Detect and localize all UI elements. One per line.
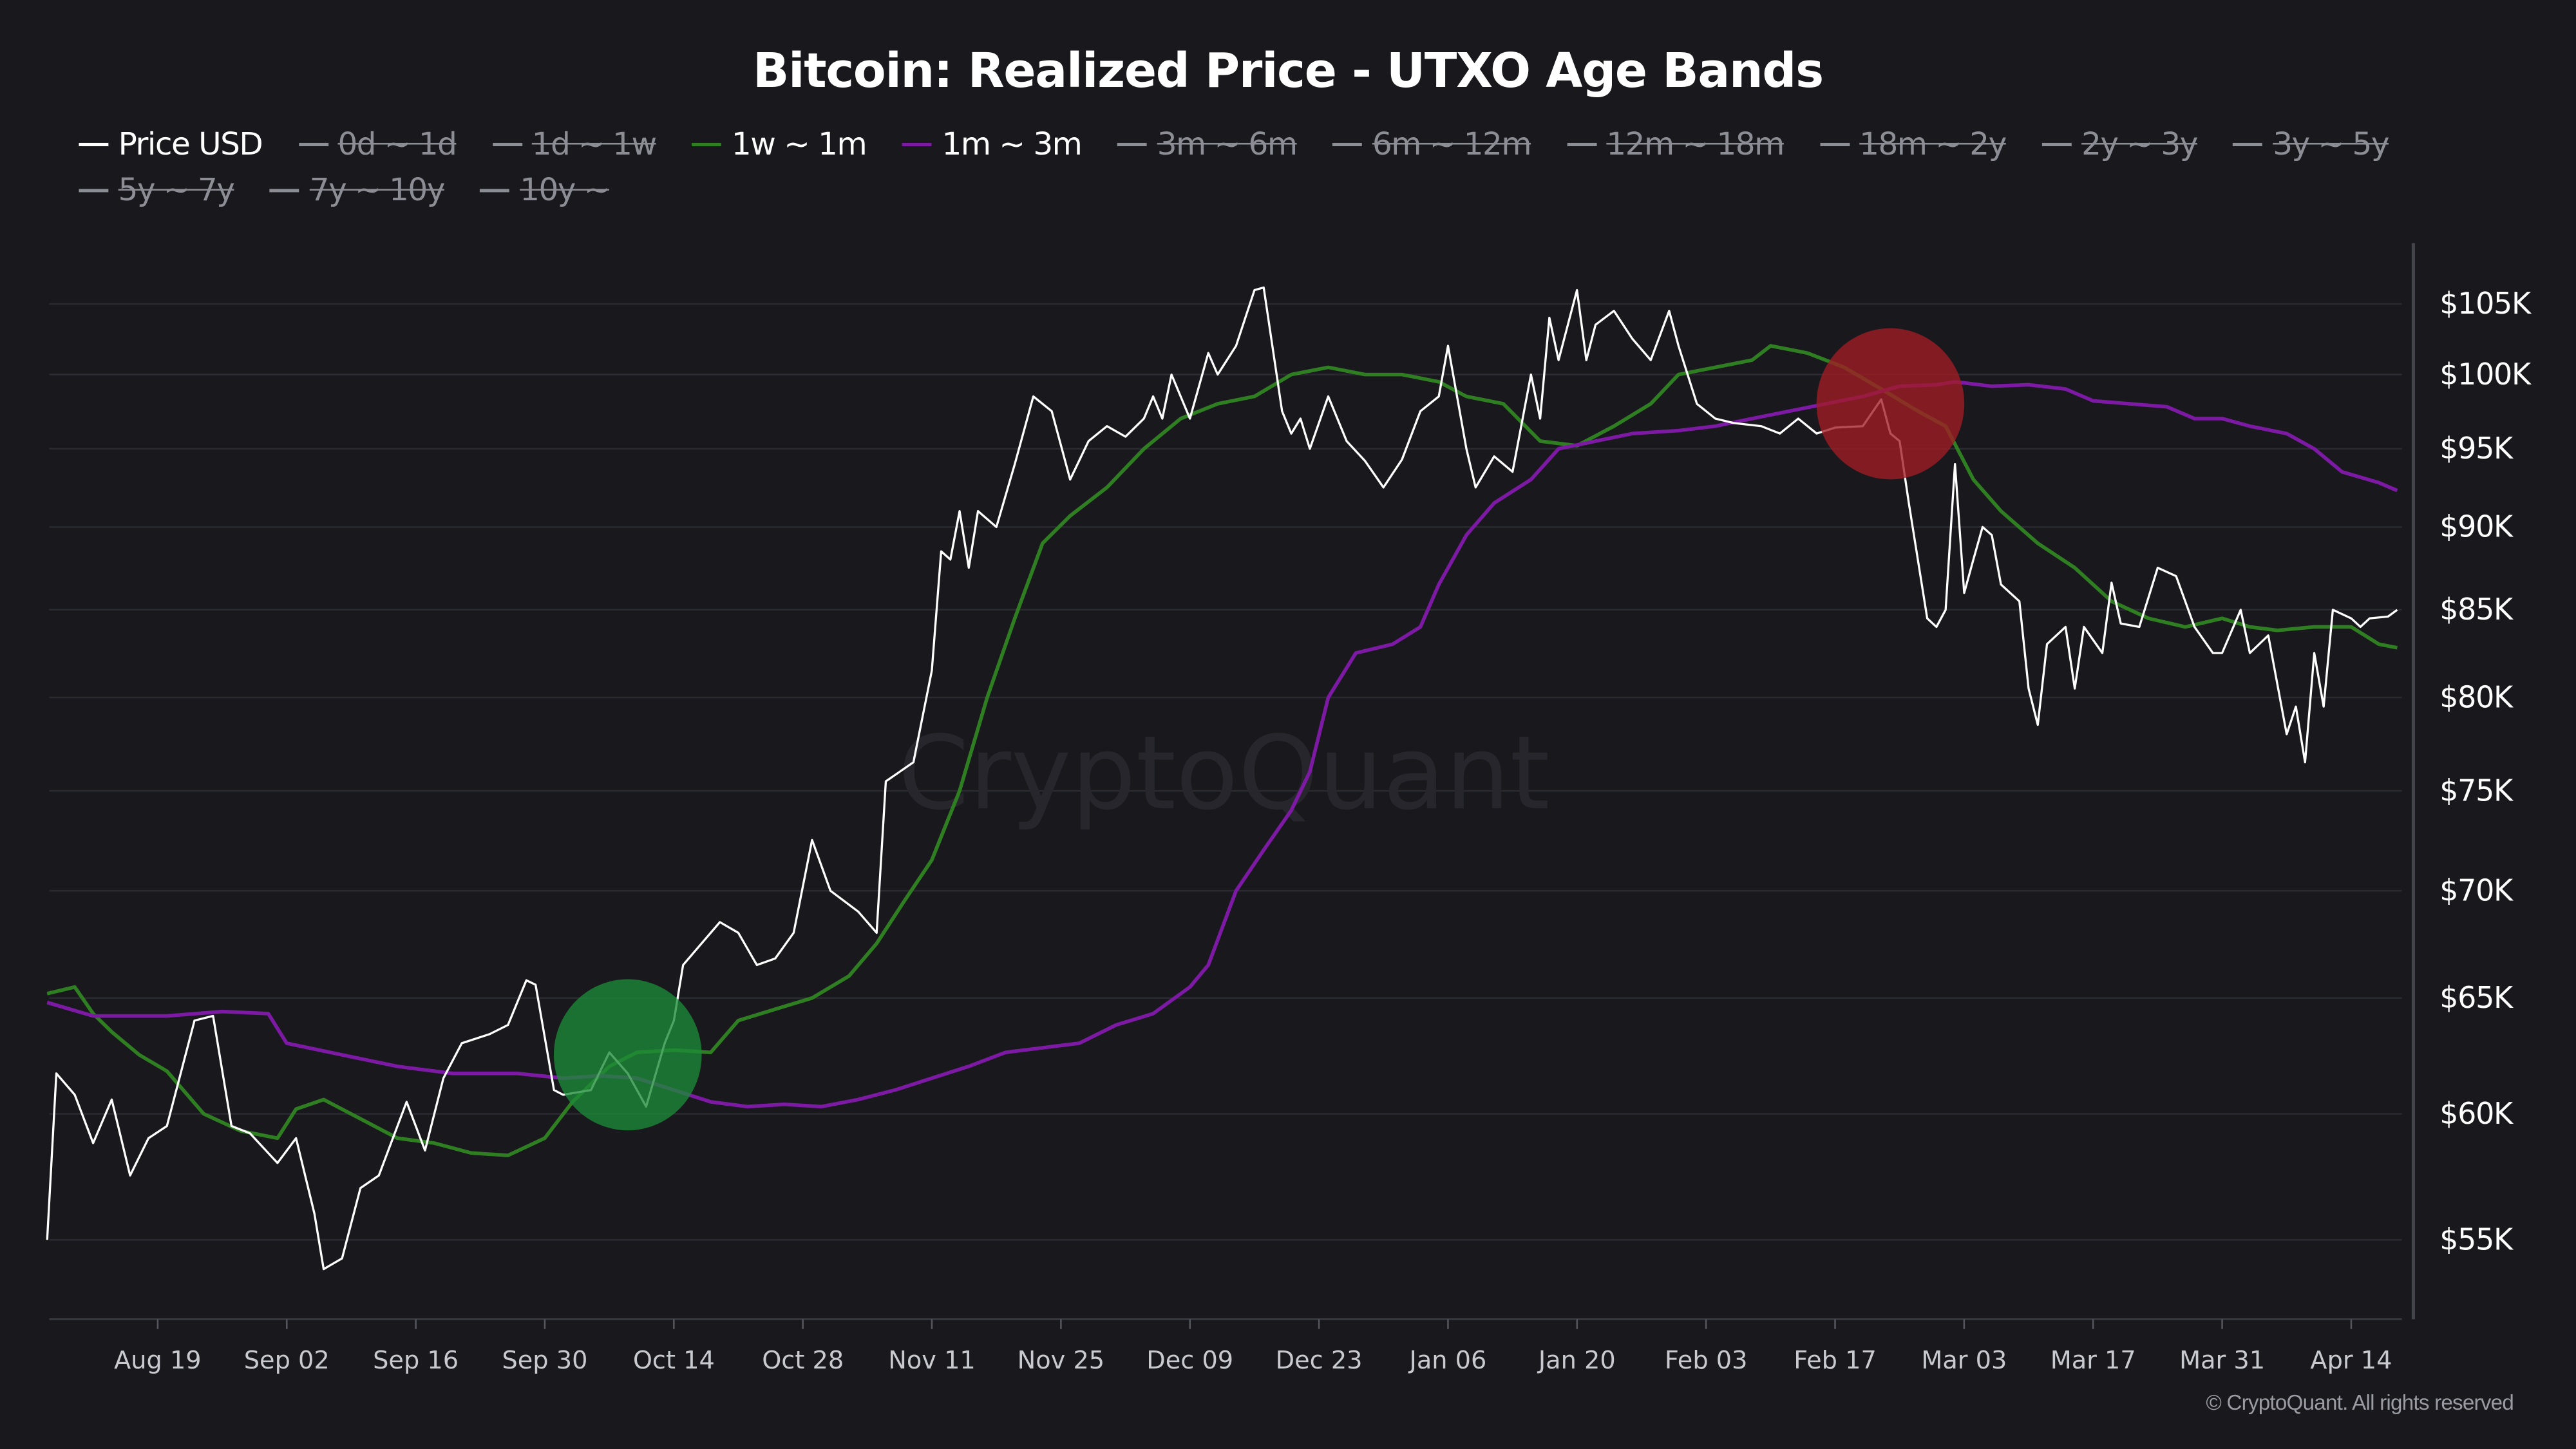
x-tick-label: Dec 09 (1146, 1346, 1233, 1375)
legend-swatch (1332, 142, 1363, 147)
legend-item-2y-3y[interactable]: 2y ~ 3y (2041, 125, 2198, 164)
legend-label: 2y ~ 3y (2081, 126, 2198, 163)
legend-swatch (79, 142, 109, 147)
legend-swatch (492, 142, 522, 147)
y-tick-label: $95K (2439, 431, 2514, 466)
legend-item-price-usd[interactable]: Price USD (79, 125, 263, 164)
legend-swatch (2233, 142, 2263, 147)
legend-label: 3y ~ 5y (2273, 126, 2389, 163)
y-tick-label: $85K (2439, 592, 2514, 627)
chart-title: Bitcoin: Realized Price - UTXO Age Bands (753, 43, 1824, 99)
x-tick-label: Oct 28 (762, 1346, 844, 1375)
series-line-1w-1m (46, 344, 2398, 1157)
legend-swatch (1567, 142, 1597, 147)
legend-item-12m-18m[interactable]: 12m ~ 18m (1567, 125, 1785, 164)
legend-item-1d-1w[interactable]: 1d ~ 1w (492, 125, 657, 164)
legend-item-1m-3m[interactable]: 1m ~ 3m (902, 125, 1083, 164)
legend-swatch (298, 142, 328, 147)
x-tick-label: Apr 14 (2310, 1346, 2392, 1375)
legend-swatch (902, 142, 933, 147)
x-tick-label: Aug 19 (114, 1346, 202, 1375)
legend-label: 1w ~ 1m (731, 126, 867, 163)
x-tick-label: Oct 14 (633, 1346, 715, 1375)
legend-swatch (692, 142, 722, 147)
legend-item-10y[interactable]: 10y ~ (480, 171, 610, 210)
y-tick-label: $60K (2439, 1096, 2514, 1131)
x-tick-label: Nov 25 (1018, 1346, 1104, 1375)
legend-item-3y-5y[interactable]: 3y ~ 5y (2233, 125, 2390, 164)
legend-label: 1m ~ 3m (942, 126, 1083, 163)
y-tick-label: $100K (2439, 357, 2532, 392)
legend-swatch (2041, 142, 2072, 147)
x-tick-label: Mar 31 (2179, 1346, 2265, 1375)
x-tick-label: Mar 17 (2050, 1346, 2136, 1375)
x-tick-label: Sep 30 (502, 1346, 587, 1375)
legend-swatch (1819, 142, 1850, 147)
y-tick-label: $55K (2439, 1222, 2514, 1256)
legend-label: Price USD (118, 126, 263, 163)
legend: Price USD 0d ~ 1d 1d ~ 1w 1w ~ 1m 1m ~ 3m 3m … (79, 125, 2526, 211)
legend-label: 7y ~ 10y (309, 172, 446, 209)
x-tick-label: Sep 02 (244, 1346, 330, 1375)
x-tick-label: Nov 11 (888, 1346, 975, 1375)
copyright: © CryptoQuant. All rights reserved (2206, 1390, 2514, 1415)
legend-item-5y-7y[interactable]: 5y ~ 7y (79, 171, 235, 210)
legend-item-3m-6m[interactable]: 3m ~ 6m (1117, 125, 1298, 164)
legend-item-7y-10y[interactable]: 7y ~ 10y (270, 171, 446, 210)
watermark-logo: CryptoQuant (898, 714, 1549, 833)
legend-label: 10y ~ (520, 172, 610, 209)
legend-label: 5y ~ 7y (118, 172, 235, 209)
legend-swatch (480, 189, 510, 193)
legend-item-0d-1d[interactable]: 0d ~ 1d (298, 125, 457, 164)
y-tick-label: $70K (2439, 873, 2514, 907)
highlight-circle-green (553, 979, 702, 1131)
y-tick-label: $65K (2439, 980, 2514, 1015)
x-tick-label: Jan 20 (1537, 1346, 1616, 1375)
legend-swatch (1117, 142, 1148, 147)
legend-label: 12m ~ 18m (1606, 126, 1785, 163)
x-tick-label: Feb 03 (1665, 1346, 1748, 1375)
y-tick-label: $90K (2439, 509, 2514, 544)
legend-label: 1d ~ 1w (531, 126, 657, 163)
legend-label: 18m ~ 2y (1859, 126, 2007, 163)
y-tick-label: $75K (2439, 773, 2514, 808)
x-tick-label: Feb 17 (1794, 1346, 1877, 1375)
y-tick-label: $80K (2439, 679, 2514, 714)
legend-label: 3m ~ 6m (1157, 126, 1298, 163)
x-tick-label: Sep 16 (373, 1346, 459, 1375)
legend-item-6m-12m[interactable]: 6m ~ 12m (1332, 125, 1532, 164)
legend-label: 6m ~ 12m (1372, 126, 1532, 163)
x-tick-label: Dec 23 (1276, 1346, 1363, 1375)
legend-item-1w-1m[interactable]: 1w ~ 1m (692, 125, 867, 164)
legend-item-18m-2y[interactable]: 18m ~ 2y (1819, 125, 2007, 164)
legend-swatch (79, 189, 109, 193)
series-line-price-usd (46, 286, 2398, 1271)
highlight-circle-red (1816, 328, 1965, 480)
legend-swatch (270, 189, 300, 193)
x-tick-label: Jan 06 (1408, 1346, 1487, 1375)
x-tick-label: Mar 03 (1921, 1346, 2007, 1375)
legend-label: 0d ~ 1d (337, 126, 457, 163)
y-tick-label: $105K (2439, 286, 2532, 321)
